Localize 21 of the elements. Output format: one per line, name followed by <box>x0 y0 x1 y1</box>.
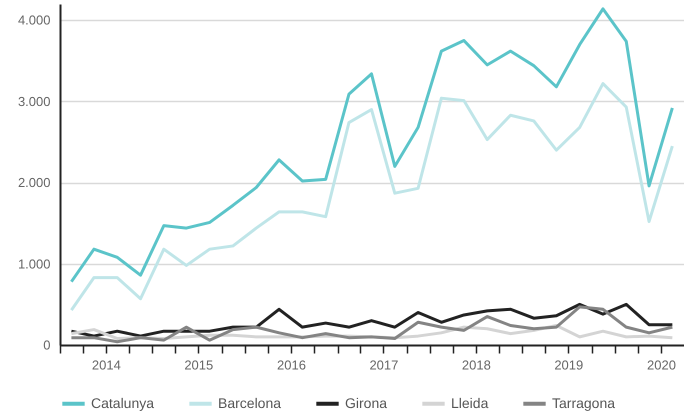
x-tick-label: 2020 <box>646 358 676 372</box>
legend-label: Tarragona <box>552 394 616 411</box>
line-series <box>70 7 674 284</box>
x-tick-label: 2017 <box>369 358 398 372</box>
y-tick-label: 1.000 <box>18 256 50 272</box>
line-series <box>70 302 674 338</box>
line-series <box>70 305 674 344</box>
x-tick-label: 2018 <box>462 358 491 372</box>
y-tick-label: 0 <box>43 338 50 352</box>
legend-label: Girona <box>345 394 388 411</box>
legend-label: Lleida <box>451 394 489 411</box>
x-tick-label: 2014 <box>92 358 121 372</box>
y-tick-label: 4.000 <box>18 12 50 28</box>
x-tick-label: 2016 <box>277 358 306 372</box>
x-tick-label: 2015 <box>184 358 214 372</box>
legend-label: Catalunya <box>91 394 154 411</box>
y-tick-label: 3.000 <box>18 94 50 109</box>
legend-label: Barcelona <box>218 394 282 411</box>
y-tick-label: 2.000 <box>18 175 50 190</box>
x-tick-label: 2019 <box>554 358 584 372</box>
line-series <box>70 82 674 312</box>
